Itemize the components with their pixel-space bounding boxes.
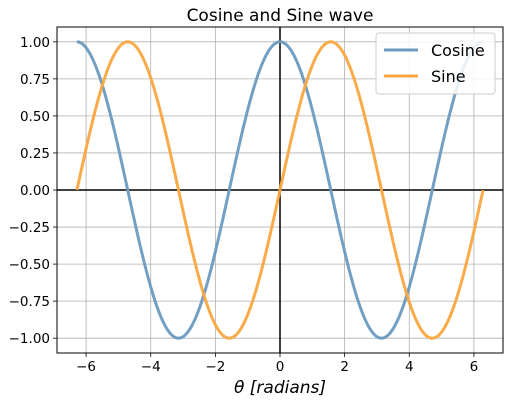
chart-title: Cosine and Sine wave	[187, 6, 374, 26]
y-tick-label: −0.50	[9, 257, 50, 273]
x-axis-label: θ [radians]	[234, 378, 326, 398]
y-tick-label: −0.75	[9, 294, 50, 310]
series-line-sine	[75, 40, 485, 340]
legend-sine-label: Sine	[431, 67, 466, 86]
legend: Cosine Sine	[375, 32, 496, 95]
x-tick-label: −2	[205, 359, 225, 375]
legend-cosine-label: Cosine	[431, 41, 485, 60]
y-tick-label: 0.50	[20, 109, 50, 125]
x-tick-label: −4	[141, 359, 161, 375]
x-tick-label: 2	[340, 359, 349, 375]
legend-box	[375, 32, 496, 95]
y-tick-label: 0.25	[20, 146, 50, 162]
x-tick-label: 0	[276, 359, 285, 375]
y-tick-label: 1.00	[20, 35, 50, 51]
x-tick-label: −6	[76, 359, 96, 375]
x-ticks: −6 −4 −2 0 2 4 6	[76, 353, 478, 375]
y-tick-label: 0.00	[20, 183, 50, 199]
x-tick-label: 4	[405, 359, 414, 375]
series-lines	[75, 40, 485, 340]
y-tick-label: −1.00	[9, 331, 50, 347]
y-tick-label: −0.25	[9, 220, 50, 236]
y-tick-label: 0.75	[20, 72, 50, 88]
y-ticks: −1.00 −0.75 −0.50 −0.25 0.00 0.25 0.50 0.75 1.00	[9, 35, 57, 347]
series-line-cosine	[76, 40, 484, 340]
x-tick-label: 6	[470, 359, 479, 375]
